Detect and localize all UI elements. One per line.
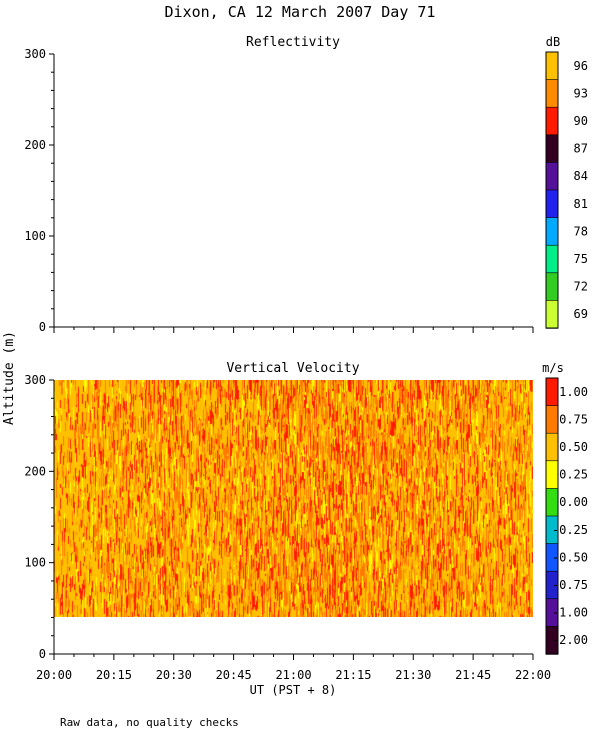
y-tick-label: 100 bbox=[24, 556, 46, 570]
colorbar-label: 84 bbox=[574, 169, 588, 183]
reflectivity-colorbar-unit: dB bbox=[546, 35, 560, 49]
colorbar-segment bbox=[545, 189, 559, 219]
colorbar-label: -0.75 bbox=[552, 578, 588, 592]
colorbar-segment bbox=[545, 244, 559, 274]
colorbar-label: 1.00 bbox=[559, 385, 588, 399]
colorbar-segment bbox=[545, 488, 559, 517]
colorbar-segment bbox=[545, 134, 559, 164]
colorbar-segment bbox=[545, 460, 559, 490]
colorbar-segment bbox=[545, 300, 559, 329]
x-tick-label: 20:30 bbox=[156, 668, 192, 682]
vertical-velocity-heatmap-image bbox=[54, 380, 533, 617]
colorbar-segment bbox=[545, 217, 559, 246]
colorbar-label: 78 bbox=[574, 224, 588, 238]
vertical-velocity-colorbar-unit: m/s bbox=[542, 361, 564, 375]
reflectivity-panel: Reflectivity 0 100 200 300 96 93 90 87 84 81 78 75… bbox=[24, 35, 588, 334]
reflectivity-title: Reflectivity bbox=[246, 35, 340, 50]
y-tick-label: 200 bbox=[24, 464, 46, 478]
vertical-velocity-panel: Vertical Velocity 0 100 200 300 20:00 20:15 20… bbox=[24, 361, 588, 682]
colorbar-label: 69 bbox=[574, 307, 588, 321]
vertical-velocity-axes: 0 100 200 300 20:00 20:15 20:30 20:45 21:00 21:15… bbox=[24, 373, 551, 682]
colorbar-label: 0.25 bbox=[559, 468, 588, 482]
x-tick-label: 21:45 bbox=[455, 668, 491, 682]
x-tick-label: 21:30 bbox=[395, 668, 431, 682]
colorbar-segment bbox=[545, 377, 559, 407]
colorbar-label: -2.00 bbox=[552, 633, 588, 647]
vertical-velocity-colorbar: 1.00 0.75 0.50 0.25 0.00 -0.25 -0.50 -0.75 -1.00… bbox=[545, 377, 588, 655]
colorbar-label: 0.75 bbox=[559, 412, 588, 426]
colorbar-label: 75 bbox=[574, 252, 588, 266]
colorbar-segment bbox=[545, 162, 559, 191]
x-tick-label: 22:00 bbox=[515, 668, 551, 682]
vertical-velocity-heatmap bbox=[54, 380, 533, 617]
colorbar-segment bbox=[545, 405, 559, 434]
y-axis-label: Altitude (m) bbox=[2, 331, 17, 425]
y-tick-label: 300 bbox=[24, 373, 46, 387]
reflectivity-colorbar: 96 93 90 87 84 81 78 75 72 69 bbox=[545, 51, 588, 329]
y-tick-label: 300 bbox=[24, 47, 46, 61]
footnote: Raw data, no quality checks bbox=[60, 716, 239, 729]
x-axis-label: UT (PST + 8) bbox=[250, 683, 337, 697]
colorbar-label: 90 bbox=[574, 114, 588, 128]
colorbar-label: -0.50 bbox=[552, 550, 588, 564]
x-tick-label: 20:45 bbox=[216, 668, 252, 682]
x-tick-label: 20:00 bbox=[36, 668, 72, 682]
colorbar-label: 0.00 bbox=[559, 495, 588, 509]
colorbar-segment bbox=[545, 106, 559, 136]
colorbar-label: -1.00 bbox=[552, 606, 588, 620]
colorbar-label: 72 bbox=[574, 280, 588, 294]
y-tick-label: 0 bbox=[39, 320, 46, 334]
y-tick-label: 0 bbox=[39, 647, 46, 661]
colorbar-segment bbox=[545, 79, 559, 108]
page-title: Dixon, CA 12 March 2007 Day 71 bbox=[165, 3, 436, 21]
colorbar-label: 0.50 bbox=[559, 440, 588, 454]
x-tick-label: 21:15 bbox=[335, 668, 371, 682]
vertical-velocity-title: Vertical Velocity bbox=[226, 361, 359, 376]
reflectivity-axes: 0 100 200 300 bbox=[24, 47, 534, 334]
colorbar-label: 96 bbox=[574, 59, 588, 73]
colorbar-label: 87 bbox=[574, 142, 588, 156]
colorbar-segment bbox=[545, 51, 559, 81]
colorbar-label: 81 bbox=[574, 197, 588, 211]
x-tick-label: 21:00 bbox=[275, 668, 311, 682]
colorbar-frame bbox=[545, 51, 559, 329]
colorbar-label: 93 bbox=[574, 86, 588, 100]
y-tick-label: 200 bbox=[24, 138, 46, 152]
colorbar-frame bbox=[545, 377, 559, 655]
colorbar-segment bbox=[545, 432, 559, 462]
colorbar-segment bbox=[545, 272, 559, 302]
y-tick-label: 100 bbox=[24, 229, 46, 243]
colorbar-label: -0.25 bbox=[552, 523, 588, 537]
x-tick-label: 20:15 bbox=[96, 668, 132, 682]
